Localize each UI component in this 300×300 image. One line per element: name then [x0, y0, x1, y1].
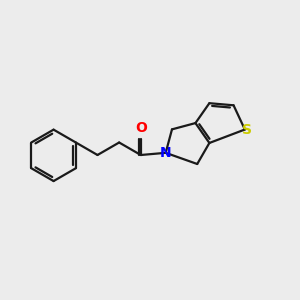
Text: N: N: [160, 146, 172, 160]
Text: O: O: [135, 121, 147, 135]
Text: S: S: [242, 122, 252, 136]
